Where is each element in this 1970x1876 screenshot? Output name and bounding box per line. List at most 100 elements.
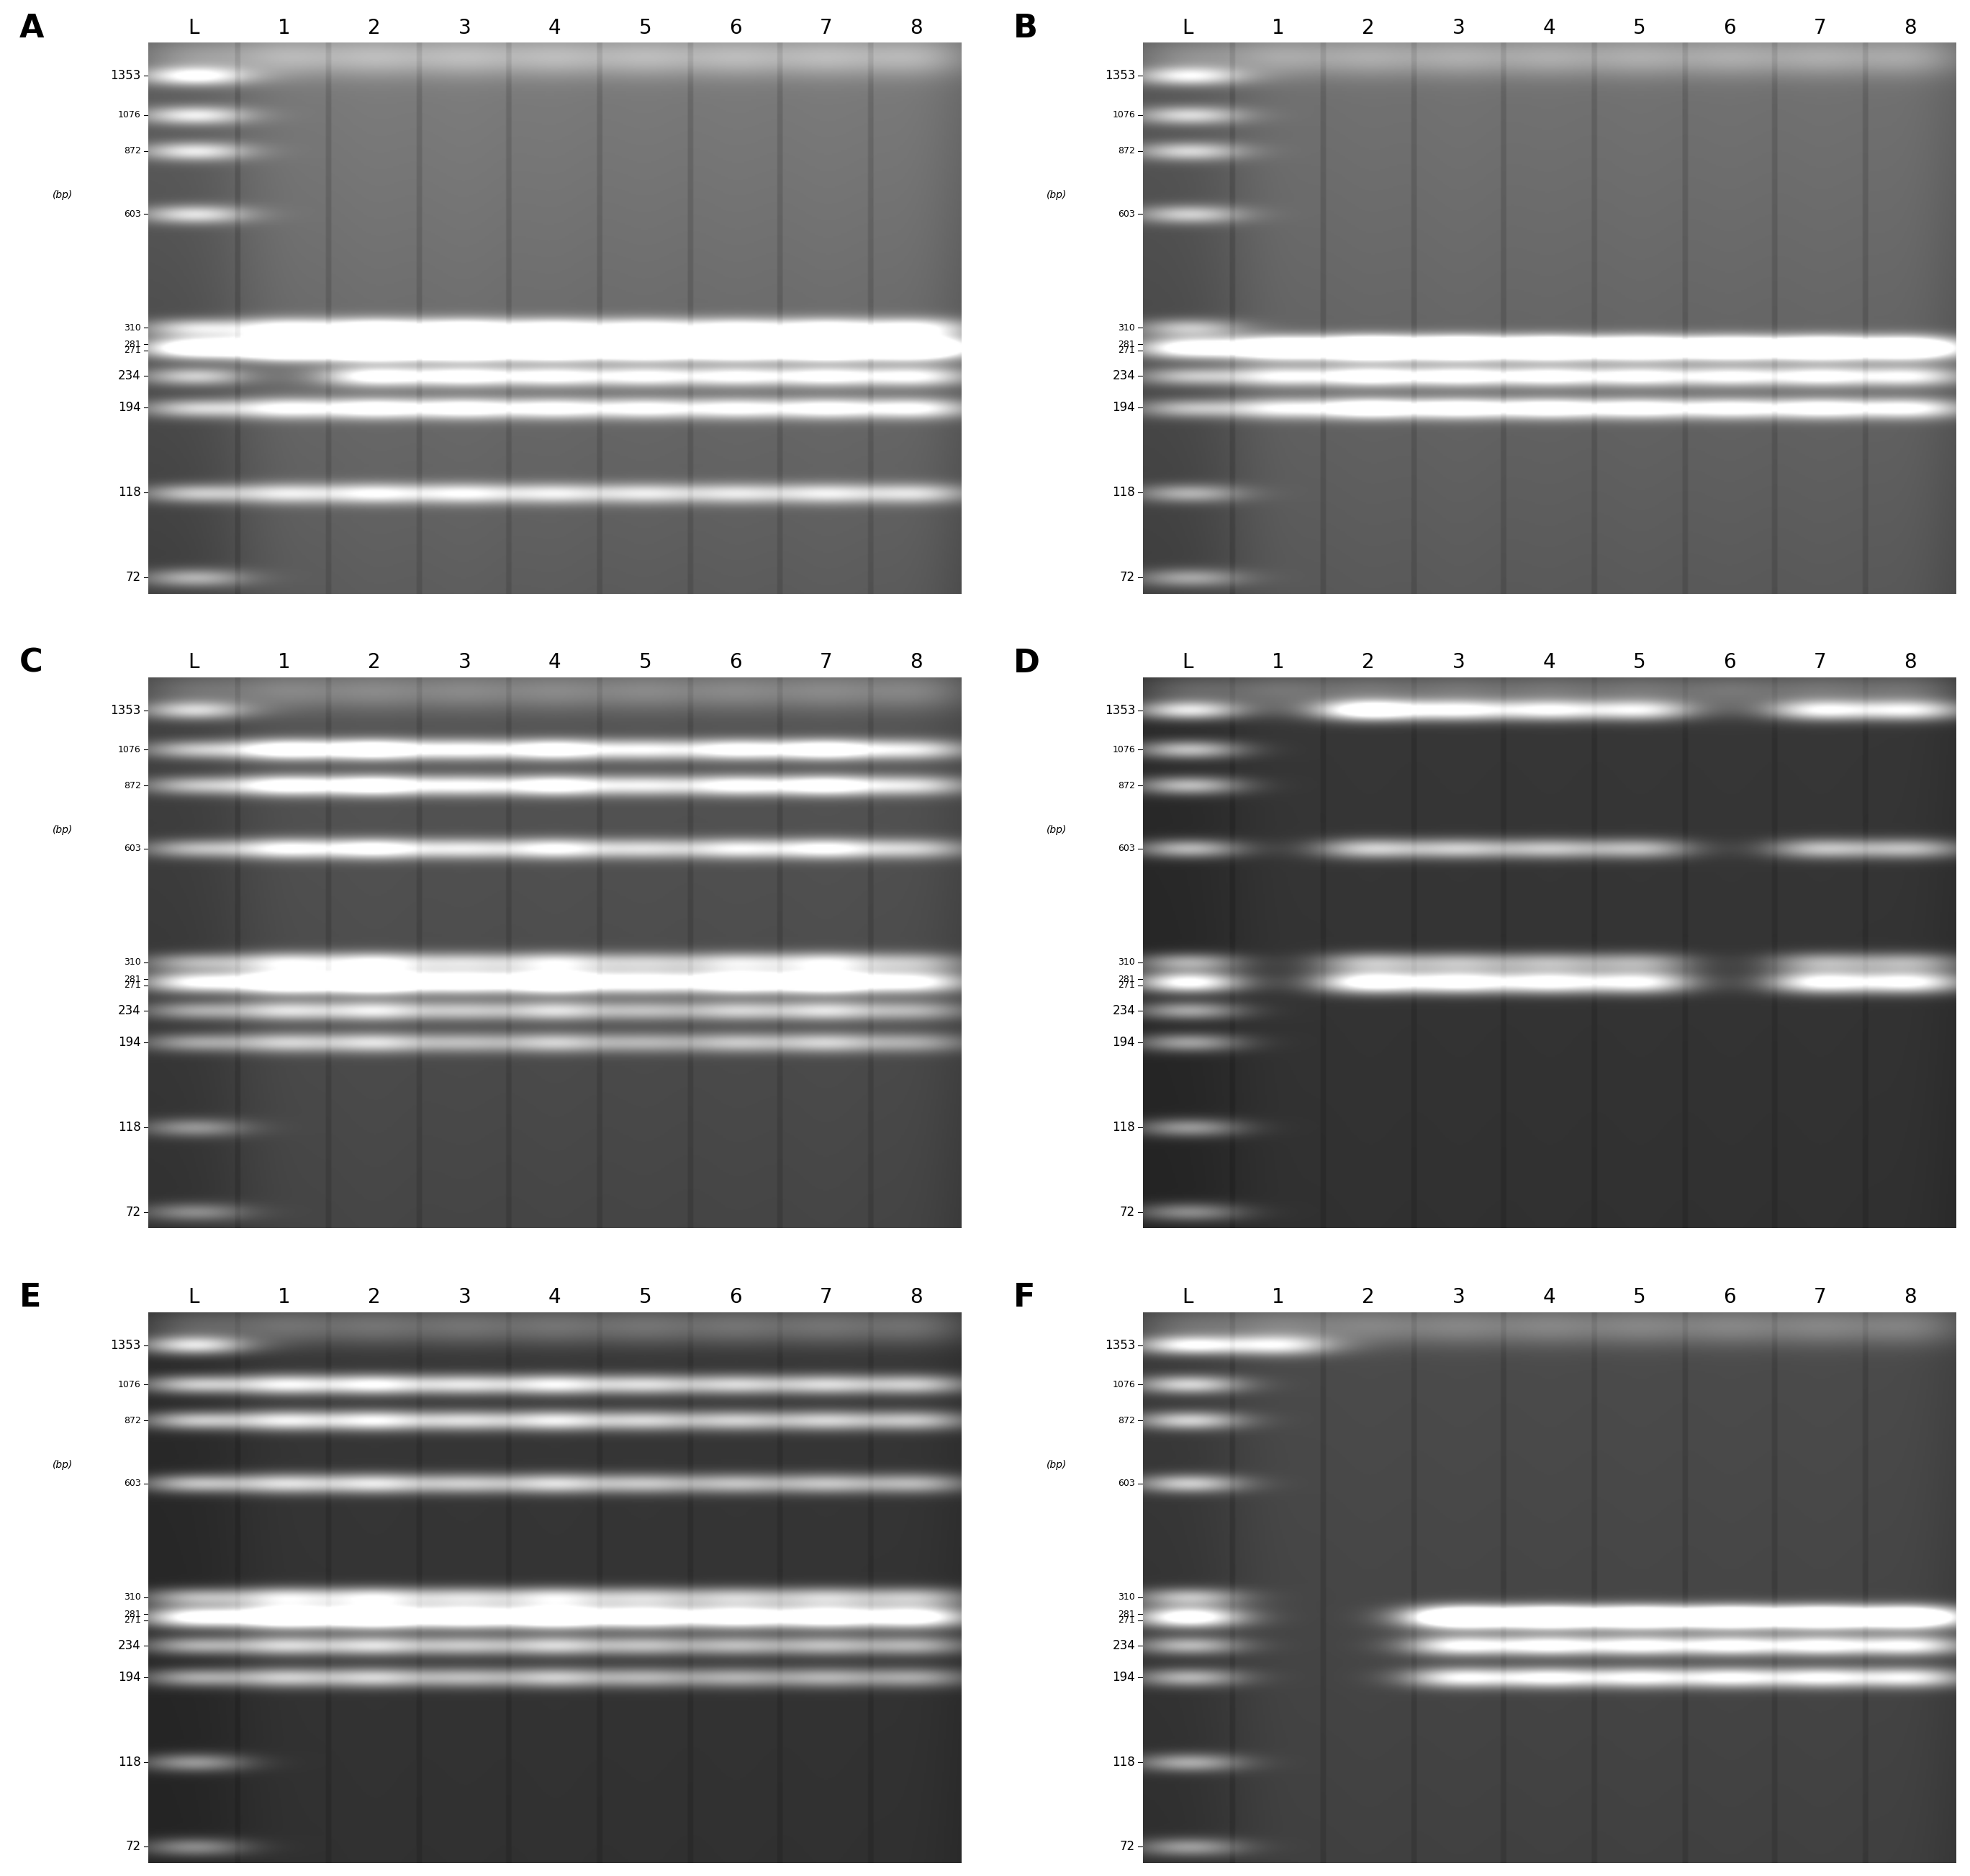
Text: 4: 4 — [548, 1287, 561, 1308]
Text: 310: 310 — [1119, 323, 1135, 332]
Text: 5: 5 — [638, 17, 652, 38]
Text: (bp): (bp) — [1046, 825, 1068, 835]
Text: 603: 603 — [124, 1478, 140, 1488]
Text: 8: 8 — [1903, 1287, 1917, 1308]
Text: 603: 603 — [1119, 210, 1135, 218]
Text: 281: 281 — [1119, 340, 1135, 349]
Text: 310: 310 — [1119, 959, 1135, 966]
Text: 1076: 1076 — [118, 745, 140, 754]
Text: 234: 234 — [118, 1004, 140, 1017]
Text: 5: 5 — [1633, 17, 1645, 38]
Text: 1: 1 — [1273, 1287, 1284, 1308]
Text: 3: 3 — [1452, 653, 1466, 673]
Text: 603: 603 — [1119, 844, 1135, 854]
Text: 872: 872 — [124, 780, 140, 790]
Text: (bp): (bp) — [1046, 1460, 1068, 1471]
Text: B: B — [1015, 13, 1038, 43]
Text: 194: 194 — [118, 1672, 140, 1685]
Text: 4: 4 — [1543, 653, 1556, 673]
Text: 2: 2 — [368, 17, 380, 38]
Text: 1076: 1076 — [1113, 745, 1135, 754]
Text: L: L — [187, 17, 199, 38]
Text: 194: 194 — [1113, 401, 1135, 415]
Text: 603: 603 — [124, 210, 140, 218]
Text: 1076: 1076 — [1113, 111, 1135, 120]
Text: 234: 234 — [1113, 1004, 1135, 1017]
Text: C: C — [20, 647, 43, 679]
Text: D: D — [1015, 647, 1040, 679]
Text: 603: 603 — [1119, 1478, 1135, 1488]
Text: 271: 271 — [124, 345, 140, 355]
Text: 2: 2 — [1361, 17, 1375, 38]
Text: (bp): (bp) — [53, 1460, 73, 1471]
Text: 118: 118 — [1113, 1756, 1135, 1769]
Text: 281: 281 — [124, 340, 140, 349]
Text: 8: 8 — [910, 653, 922, 673]
Text: 1: 1 — [278, 653, 290, 673]
Text: 7: 7 — [1814, 653, 1826, 673]
Text: 7: 7 — [1814, 17, 1826, 38]
Text: 72: 72 — [126, 1206, 140, 1218]
Text: 1: 1 — [1273, 17, 1284, 38]
Text: 6: 6 — [729, 1287, 743, 1308]
Text: 2: 2 — [1361, 1287, 1375, 1308]
Text: 1353: 1353 — [1105, 704, 1135, 717]
Text: 72: 72 — [1119, 1206, 1135, 1218]
Text: 281: 281 — [124, 974, 140, 983]
Text: L: L — [187, 1287, 199, 1308]
Text: 7: 7 — [1814, 1287, 1826, 1308]
Text: 2: 2 — [368, 1287, 380, 1308]
Text: 5: 5 — [638, 1287, 652, 1308]
Text: 310: 310 — [124, 1593, 140, 1602]
Text: 72: 72 — [126, 570, 140, 583]
Text: 3: 3 — [459, 653, 471, 673]
Text: 872: 872 — [124, 1416, 140, 1426]
Text: 72: 72 — [1119, 1840, 1135, 1853]
Text: 118: 118 — [1113, 1122, 1135, 1133]
Text: 72: 72 — [126, 1840, 140, 1853]
Text: 2: 2 — [1361, 653, 1375, 673]
Text: 1: 1 — [1273, 653, 1284, 673]
Text: 194: 194 — [118, 1036, 140, 1049]
Text: 1353: 1353 — [1105, 69, 1135, 83]
Text: 4: 4 — [548, 653, 561, 673]
Text: 3: 3 — [1452, 17, 1466, 38]
Text: 118: 118 — [118, 1756, 140, 1769]
Text: 3: 3 — [1452, 1287, 1466, 1308]
Text: 4: 4 — [548, 17, 561, 38]
Text: 6: 6 — [729, 653, 743, 673]
Text: 7: 7 — [820, 17, 831, 38]
Text: 5: 5 — [638, 653, 652, 673]
Text: 234: 234 — [1113, 1640, 1135, 1651]
Text: 281: 281 — [1119, 974, 1135, 983]
Text: 4: 4 — [1543, 17, 1556, 38]
Text: 1: 1 — [278, 1287, 290, 1308]
Text: 1076: 1076 — [118, 111, 140, 120]
Text: 8: 8 — [910, 1287, 922, 1308]
Text: 1353: 1353 — [110, 704, 140, 717]
Text: 281: 281 — [124, 1610, 140, 1619]
Text: 4: 4 — [1543, 1287, 1556, 1308]
Text: 8: 8 — [910, 17, 922, 38]
Text: 3: 3 — [459, 1287, 471, 1308]
Text: 6: 6 — [729, 17, 743, 38]
Text: 194: 194 — [1113, 1672, 1135, 1685]
Text: 194: 194 — [1113, 1036, 1135, 1049]
Text: F: F — [1015, 1283, 1036, 1313]
Text: 872: 872 — [124, 146, 140, 156]
Text: 271: 271 — [1119, 345, 1135, 355]
Text: 872: 872 — [1117, 1416, 1135, 1426]
Text: 234: 234 — [118, 1640, 140, 1651]
Text: 1076: 1076 — [118, 1381, 140, 1390]
Text: 271: 271 — [124, 1615, 140, 1625]
Text: 1353: 1353 — [1105, 1339, 1135, 1353]
Text: 1353: 1353 — [110, 1339, 140, 1353]
Text: 2: 2 — [368, 653, 380, 673]
Text: 234: 234 — [1113, 370, 1135, 383]
Text: E: E — [20, 1283, 41, 1313]
Text: 8: 8 — [1903, 653, 1917, 673]
Text: 3: 3 — [459, 17, 471, 38]
Text: 194: 194 — [118, 401, 140, 415]
Text: 310: 310 — [1119, 1593, 1135, 1602]
Text: L: L — [1182, 1287, 1194, 1308]
